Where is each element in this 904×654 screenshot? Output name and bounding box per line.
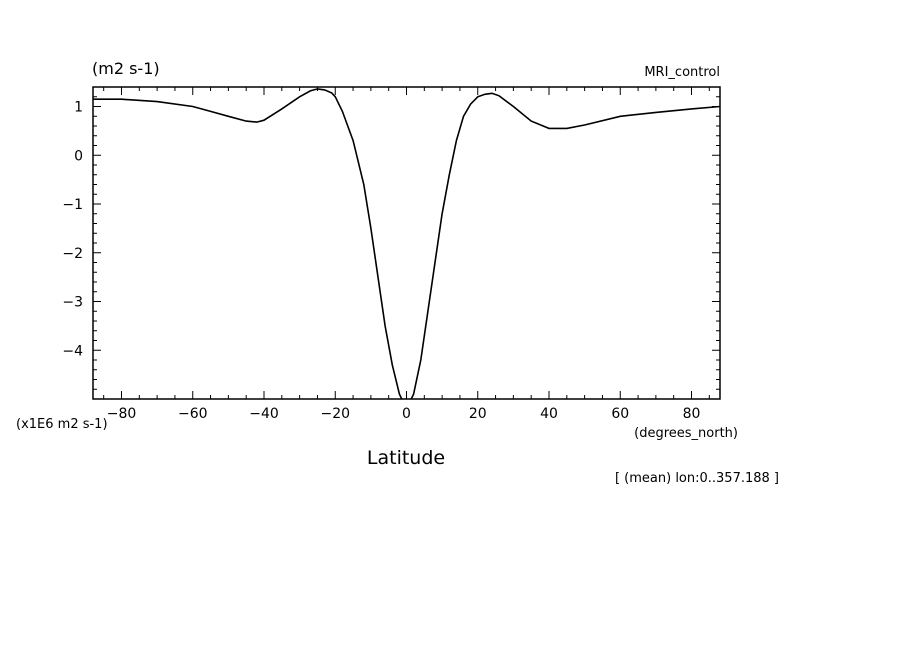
x-tick-label: 40	[540, 406, 558, 422]
chart-title: (m2 s-1)	[92, 59, 160, 78]
y-axis-label: (x1E6 m2 s-1)	[16, 417, 108, 432]
tick-labels-group: −80 −60 −40 −20 0 20 40 60 80 −4 −3 −2 −1 0 1	[62, 100, 700, 423]
x-tick-label: −80	[107, 406, 137, 422]
y-tick-label: −3	[62, 295, 83, 311]
y-tick-label: −1	[62, 197, 83, 213]
y-tick-label: −2	[62, 246, 83, 262]
x-tick-label: 20	[469, 406, 487, 422]
y-tick-label: −4	[62, 343, 83, 359]
ticks-group	[93, 86, 720, 400]
series-line	[93, 88, 720, 399]
y-tick-label: 1	[74, 100, 83, 116]
plot-frame	[92, 86, 721, 400]
x-tick-label: 0	[402, 406, 411, 422]
x-tick-label: 80	[683, 406, 701, 422]
y-tick-label: 0	[74, 148, 83, 164]
footnote: [ (mean) lon:0..357.188 ]	[615, 471, 779, 486]
x-tick-label: −60	[178, 406, 208, 422]
x-tick-label: −40	[249, 406, 279, 422]
x-units-label: (degrees_north)	[634, 426, 738, 441]
x-tick-label: −20	[320, 406, 350, 422]
x-tick-label: 60	[611, 406, 629, 422]
x-axis-title: Latitude	[367, 447, 445, 469]
model-label: MRI_control	[644, 65, 720, 80]
